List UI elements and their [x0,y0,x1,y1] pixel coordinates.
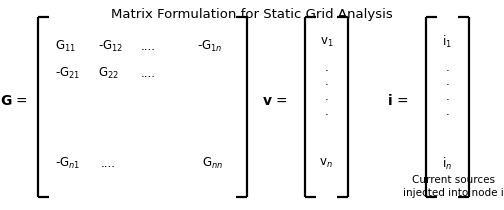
Text: v$_1$: v$_1$ [320,35,333,49]
Text: $\mathbf{v}$ =: $\mathbf{v}$ = [262,94,287,108]
Text: -G$_{21}$: -G$_{21}$ [55,66,81,81]
Text: ....: .... [101,157,116,170]
Text: G$_{22}$: G$_{22}$ [98,66,119,81]
Text: ....: .... [141,67,156,80]
Text: ....: .... [141,40,156,53]
Text: .: . [325,75,328,88]
Text: -G$_{1n}$: -G$_{1n}$ [197,39,222,54]
Text: -G$_{n1}$: -G$_{n1}$ [55,156,81,171]
Text: .: . [325,90,328,103]
Text: .: . [446,105,449,118]
Text: Current sources
injected into node i: Current sources injected into node i [403,175,504,198]
Text: G$_{11}$: G$_{11}$ [55,39,77,54]
Text: Matrix Formulation for Static Grid Analysis: Matrix Formulation for Static Grid Analy… [111,8,393,21]
Text: .: . [446,61,449,74]
Text: $\mathbf{G}$ =: $\mathbf{G}$ = [0,94,28,108]
Text: -G$_{12}$: -G$_{12}$ [98,39,123,54]
Text: i$_1$: i$_1$ [443,34,452,50]
Text: .: . [325,61,328,74]
Text: v$_n$: v$_n$ [320,157,333,170]
Text: .: . [325,105,328,118]
Text: G$_{nn}$: G$_{nn}$ [202,156,223,171]
Text: .: . [446,90,449,103]
Text: $\mathbf{i}$ =: $\mathbf{i}$ = [387,93,408,108]
Text: .: . [446,75,449,88]
Text: i$_n$: i$_n$ [443,156,452,172]
